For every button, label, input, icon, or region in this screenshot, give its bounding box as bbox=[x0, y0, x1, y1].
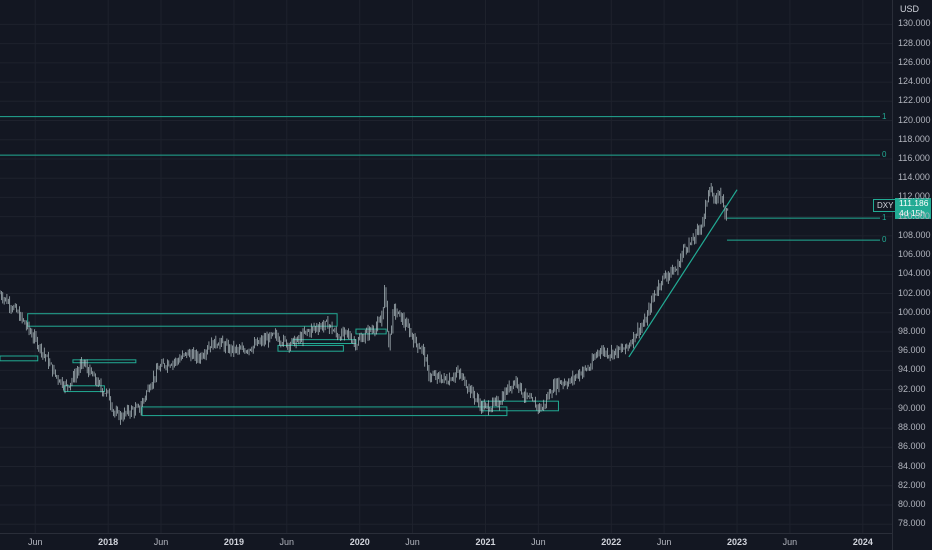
time-axis[interactable] bbox=[0, 533, 892, 550]
price-tick-label: 122.000 bbox=[898, 95, 931, 106]
last-price-badge: 111.186 4d 15h bbox=[895, 198, 931, 219]
price-axis[interactable] bbox=[892, 0, 932, 550]
price-tick-label: 106.000 bbox=[898, 249, 931, 260]
price-tick-label: 118.000 bbox=[898, 133, 930, 144]
price-tick-label: 88.000 bbox=[898, 422, 926, 433]
price-tick-label: 92.000 bbox=[898, 383, 926, 394]
trendline bbox=[628, 189, 738, 358]
time-tick-label: 2019 bbox=[223, 537, 244, 547]
time-tick-label: 2020 bbox=[349, 537, 370, 547]
price-tick-label: 78.000 bbox=[898, 518, 926, 529]
price-tick-label: 108.000 bbox=[898, 229, 931, 240]
price-tick-label: 104.000 bbox=[898, 268, 931, 279]
time-tick-label: Jun bbox=[656, 537, 672, 547]
price-zone-box bbox=[63, 385, 105, 393]
price-tick-label: 124.000 bbox=[898, 76, 931, 87]
price-tick-label: 102.000 bbox=[898, 287, 931, 298]
price-zone-box bbox=[277, 344, 344, 352]
price-zone-box bbox=[27, 313, 338, 327]
price-tick-label: 100.000 bbox=[898, 306, 931, 317]
bar-countdown: 4d 15h bbox=[899, 208, 925, 218]
price-tick-label: 128.000 bbox=[898, 37, 931, 48]
price-tick-label: 130.000 bbox=[898, 18, 931, 29]
price-tick-label: 96.000 bbox=[898, 345, 926, 356]
level-label: 1 bbox=[882, 111, 887, 121]
price-tick-label: 126.000 bbox=[898, 56, 931, 67]
time-tick-label: 2021 bbox=[475, 537, 496, 547]
time-tick-label: 2018 bbox=[98, 537, 119, 547]
price-tick-label: 82.000 bbox=[898, 479, 926, 490]
price-zone-box bbox=[72, 359, 137, 364]
time-tick-label: Jun bbox=[279, 537, 295, 547]
time-tick-label: Jun bbox=[405, 537, 420, 547]
price-tick-label: 94.000 bbox=[898, 364, 926, 375]
time-tick-label: Jun bbox=[782, 537, 798, 547]
last-price-value: 111.186 bbox=[899, 198, 929, 208]
price-tick-label: 86.000 bbox=[898, 441, 926, 452]
time-tick-label: Jun bbox=[531, 537, 546, 547]
price-tick-label: 80.000 bbox=[898, 498, 926, 509]
time-tick-label: 2023 bbox=[727, 537, 748, 547]
currency-label: USD bbox=[900, 4, 920, 14]
price-tick-label: 112.000 bbox=[898, 191, 930, 202]
time-tick-label: 2024 bbox=[852, 537, 873, 547]
time-tick-label: 2022 bbox=[601, 537, 622, 547]
level-label: 1 bbox=[882, 213, 887, 223]
price-tick-label: 110.000 bbox=[898, 210, 930, 221]
level-label: 0 bbox=[882, 235, 887, 245]
price-tick-label: 90.000 bbox=[898, 402, 926, 413]
time-tick-label: Jun bbox=[27, 537, 43, 547]
time-tick-label: Jun bbox=[153, 537, 169, 547]
price-tick-label: 84.000 bbox=[898, 460, 926, 471]
price-tick-label: 116.000 bbox=[898, 152, 930, 163]
price-tick-label: 98.000 bbox=[898, 325, 926, 336]
price-tick-label: 114.000 bbox=[898, 172, 930, 183]
price-zone-box bbox=[0, 355, 39, 362]
symbol-tag: DXY bbox=[873, 199, 898, 212]
price-tick-label: 120.000 bbox=[898, 114, 931, 125]
level-label: 0 bbox=[882, 150, 887, 160]
